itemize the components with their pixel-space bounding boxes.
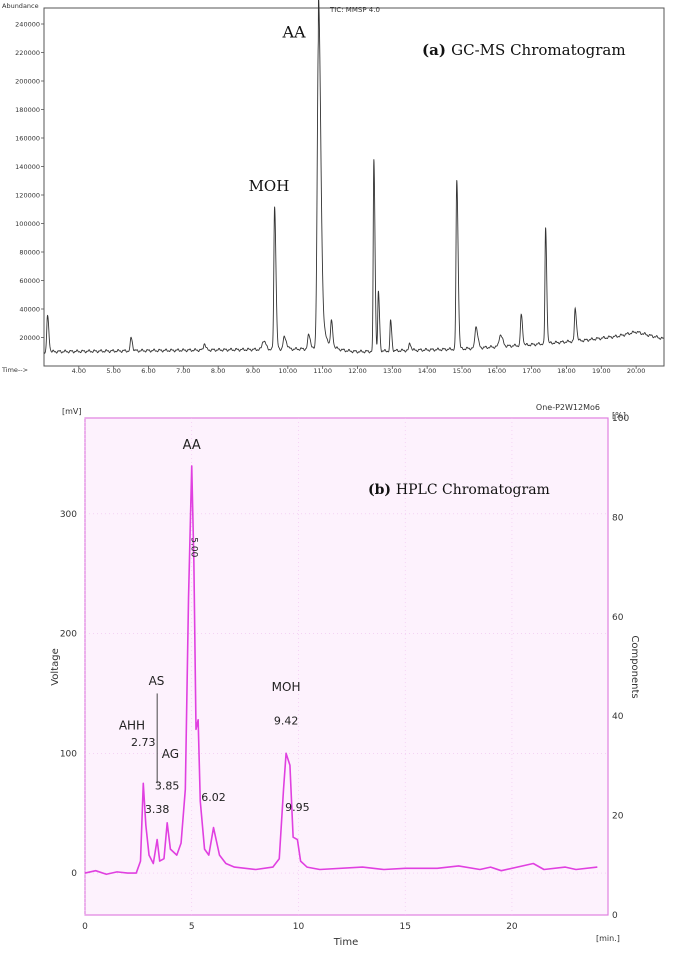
hplc-y2-tick-label: 0 [612, 911, 618, 921]
hplc-chart: 0 100 200 300 0 20 40 60 80 100 0 5 10 15 20 [mV] One-P2… [50, 403, 640, 948]
gcms-x-tick-label: 20.00 [627, 367, 646, 375]
gcms-tic-label: TIC: MMSP 4.0 [329, 6, 380, 14]
gcms-x-tick-label: 6.00 [141, 367, 155, 375]
gcms-panel-tag: (a) [422, 41, 451, 59]
hplc-peak-label-3-85: 3.85 [155, 779, 180, 792]
hplc-panel-title: (b) HPLC Chromatogram [368, 482, 550, 498]
gcms-title-text: GC-MS Chromatogram [451, 41, 625, 59]
gcms-x-tick-label: 15.00 [453, 367, 472, 375]
gcms-chart-panel: Abundance TIC: MMSP 4.0 Time--> 20000 40000 6… [0, 0, 685, 385]
hplc-x-tick-label: 0 [82, 922, 88, 932]
gcms-peak-label-aa: AA [281, 22, 306, 41]
hplc-y2-tick-label: 20 [612, 812, 624, 822]
gcms-x-tick-label: 19.00 [592, 367, 611, 375]
gcms-plot-frame [43, 7, 665, 367]
hplc-y-tick-label: 100 [60, 749, 77, 759]
hplc-peak-label-aa: AA [183, 438, 201, 453]
hplc-y2-axis-title: Components [629, 635, 640, 698]
hplc-x-tick-label: 15 [399, 922, 410, 932]
gcms-panel-title: (a) GC-MS Chromatogram [422, 41, 626, 59]
gcms-x-tick-label: 5.00 [106, 367, 120, 375]
hplc-y-axis-title: Voltage [50, 648, 61, 686]
gcms-y-tick-label: 80000 [19, 249, 40, 257]
gcms-y-tick-label: 220000 [15, 49, 40, 57]
gcms-x-tick-label: 11.00 [313, 367, 332, 375]
hplc-y-tick-label: 0 [71, 869, 77, 879]
gcms-abundance-label: Abundance [2, 2, 39, 10]
hplc-header-right: One-P2W12Mo6 [536, 403, 600, 412]
hplc-y2-tick-label: 80 [612, 513, 624, 523]
gcms-x-tick-label: 14.00 [418, 367, 437, 375]
hplc-peak-label-moh: MOH [272, 680, 301, 694]
gcms-chart: Abundance TIC: MMSP 4.0 Time--> 20000 40000 6… [1, 0, 665, 375]
hplc-peak-label-ag: AG [162, 747, 179, 761]
hplc-y2-tick-label: 100 [612, 414, 629, 424]
gcms-y-tick-label: 60000 [19, 277, 40, 285]
hplc-signal-line [84, 465, 598, 876]
hplc-title-text: HPLC Chromatogram [396, 482, 550, 498]
hplc-y-tick-label: 300 [60, 510, 77, 520]
hplc-peak-label-ahh: AHH [119, 718, 145, 732]
gcms-x-tick-label: 10.00 [279, 367, 298, 375]
hplc-x-tick-label: 20 [506, 922, 518, 932]
gcms-y-tick-label: 180000 [15, 106, 40, 114]
gcms-y-tick-label: 100000 [15, 220, 40, 228]
hplc-panel-tag: (b) [368, 482, 396, 498]
hplc-chart-panel: 0 100 200 300 0 20 40 60 80 100 0 5 10 15 20 [mV] One-P2… [0, 392, 685, 961]
hplc-y2-tick-label: 40 [612, 712, 624, 722]
hplc-y2-unit: [%] [612, 411, 626, 420]
hplc-x-tick-label: 5 [189, 922, 195, 932]
hplc-peak-label-6-02: 6.02 [201, 791, 226, 804]
gcms-x-axis-label: Time--> [1, 366, 28, 374]
hplc-y2-tick-label: 60 [612, 613, 624, 623]
gcms-y-tick-label: 160000 [15, 135, 40, 143]
gcms-y-tick-label: 20000 [19, 334, 40, 342]
gcms-x-tick-label: 12.00 [348, 367, 367, 375]
gcms-x-tick-label: 17.00 [522, 367, 541, 375]
hplc-peak-label-9-95: 9.95 [285, 801, 310, 814]
gcms-x-tick-label: 18.00 [557, 367, 576, 375]
hplc-peak-label-9-42: 9.42 [274, 715, 299, 728]
hplc-peak-label-3-38: 3.38 [145, 803, 170, 816]
gcms-signal-line [43, 0, 664, 354]
hplc-y-tick-label: 200 [60, 630, 77, 640]
hplc-peak-label-2-73: 2.73 [131, 736, 156, 749]
hplc-peak-label-5-00: 5.00 [189, 537, 199, 557]
gcms-x-tick-label: 4.00 [72, 367, 86, 375]
hplc-peak-label-as: AS [149, 674, 165, 688]
gcms-y-tick-label: 120000 [15, 192, 40, 200]
hplc-x-unit: [min.] [596, 934, 620, 943]
gcms-x-tick-label: 8.00 [211, 367, 225, 375]
gcms-x-tick-label: 16.00 [488, 367, 507, 375]
gcms-x-tick-label: 9.00 [246, 367, 260, 375]
gcms-y-tick-label: 40000 [19, 306, 40, 314]
gcms-y-tick-label: 240000 [15, 21, 40, 29]
hplc-plot-frame [84, 417, 609, 916]
gcms-x-tick-label: 13.00 [383, 367, 402, 375]
gcms-y-tick-label: 140000 [15, 163, 40, 171]
hplc-y-unit: [mV] [62, 407, 82, 416]
gcms-peak-label-moh: MOH [249, 177, 290, 195]
gcms-x-tick-label: 7.00 [176, 367, 190, 375]
hplc-x-axis-title: Time [333, 937, 358, 948]
hplc-x-tick-label: 10 [293, 922, 305, 932]
gcms-y-tick-label: 200000 [15, 78, 40, 86]
